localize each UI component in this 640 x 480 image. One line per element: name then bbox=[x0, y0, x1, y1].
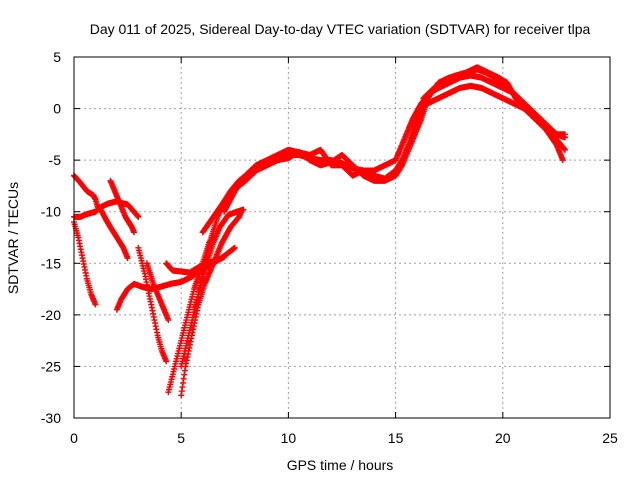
series-arc-7 bbox=[143, 260, 172, 324]
y-tick-label: 0 bbox=[53, 101, 61, 117]
x-tick-label: 20 bbox=[495, 430, 511, 446]
series-arc-1 bbox=[71, 219, 99, 308]
data-point bbox=[559, 157, 566, 164]
y-tick-label: -15 bbox=[41, 255, 61, 271]
data-point bbox=[231, 244, 238, 251]
data-point bbox=[92, 301, 99, 308]
x-axis-label: GPS time / hours bbox=[287, 457, 394, 473]
data-point bbox=[165, 317, 172, 324]
data-point bbox=[135, 213, 142, 220]
data-point bbox=[561, 131, 568, 138]
y-tick-label: -10 bbox=[41, 204, 61, 220]
y-tick-label: -30 bbox=[41, 410, 61, 426]
y-tick-label: -20 bbox=[41, 307, 61, 323]
plot-frame bbox=[73, 56, 611, 419]
data-point bbox=[240, 206, 247, 213]
x-tick-label: 10 bbox=[281, 430, 297, 446]
series-arc-4 bbox=[107, 177, 138, 236]
data-point bbox=[163, 358, 170, 365]
y-tick-label: -25 bbox=[41, 358, 61, 374]
series-arc-6 bbox=[135, 244, 170, 365]
data-point bbox=[221, 254, 228, 261]
data-point bbox=[561, 146, 568, 153]
y-tick-label: -5 bbox=[49, 152, 62, 168]
axis-ticks: 0 5 10 15 20 25 5 0 -5 -10 -15 -20 -25 -30 bbox=[41, 49, 618, 446]
chart-title: Day 011 of 2025, Sidereal Day-to-day VTE… bbox=[90, 21, 591, 37]
series-arc-2 bbox=[71, 172, 131, 262]
series-arc-15 bbox=[420, 64, 568, 153]
x-tick-label: 15 bbox=[388, 430, 404, 446]
x-tick-label: 5 bbox=[177, 430, 185, 446]
data-point bbox=[131, 229, 138, 236]
x-tick-label: 0 bbox=[70, 430, 78, 446]
data-points bbox=[71, 64, 568, 399]
data-point bbox=[124, 255, 131, 262]
y-axis-label: SDTVAR / TECUs bbox=[5, 182, 21, 294]
y-tick-label: 5 bbox=[53, 49, 61, 65]
x-tick-label: 25 bbox=[602, 430, 618, 446]
